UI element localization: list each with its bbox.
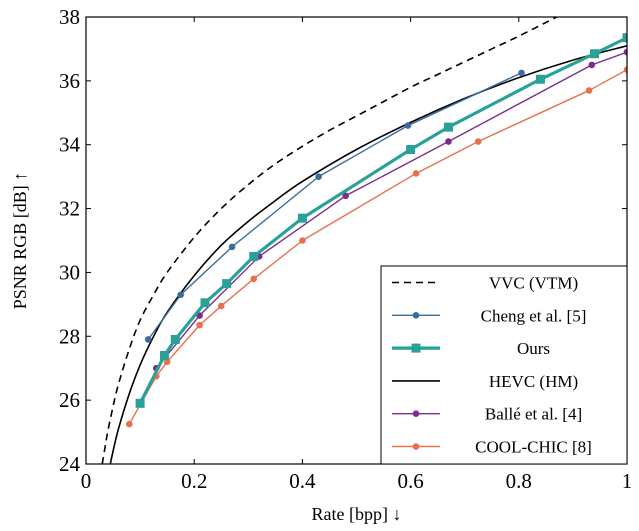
y-tick-label: 34 — [59, 133, 81, 157]
data-point — [200, 298, 210, 308]
data-point — [217, 302, 225, 310]
data-point — [196, 321, 203, 329]
data-point — [297, 213, 307, 223]
legend-item-cheng-et-al-5: Cheng et al. [5] — [392, 306, 586, 325]
data-point — [622, 33, 627, 43]
x-tick-label: 0.2 — [181, 469, 207, 493]
legend-item-hevc-hm: HEVC (HM) — [392, 372, 578, 391]
series-line-cheng-et-al-5 — [147, 72, 522, 340]
data-point — [170, 334, 180, 344]
ticks-layer: 0 0.2 0.4 0.6 0.8 1 24 26 28 30 32 34 36 38 — [59, 5, 632, 493]
series-cheng-et-al-5 — [144, 69, 525, 343]
legend-item-ours: Ours — [392, 339, 550, 358]
legend-label: COOL-CHIC [8] — [475, 438, 592, 457]
data-point — [474, 138, 482, 145]
legend-marker — [411, 343, 421, 353]
legend-marker — [412, 312, 420, 319]
data-point — [144, 336, 152, 343]
data-point — [163, 358, 171, 366]
legend-marker — [412, 443, 420, 450]
data-point — [249, 251, 259, 261]
series-line-vvc-vtm — [101, 17, 558, 464]
data-point — [585, 87, 593, 94]
data-point — [588, 61, 596, 69]
data-point — [315, 173, 322, 180]
data-point — [443, 122, 453, 132]
y-axis-label: PSNR RGB [dB] ↑ — [10, 172, 30, 310]
series-vvc-vtm — [101, 17, 558, 464]
legend-label: Ours — [517, 339, 550, 358]
series-layer — [101, 17, 627, 464]
x-tick-label: 0.4 — [289, 469, 316, 493]
data-point — [222, 279, 232, 289]
data-point — [590, 49, 600, 59]
data-point — [412, 170, 420, 177]
data-point — [159, 350, 169, 360]
legend-item-vvc-vtm: VVC (VTM) — [392, 274, 578, 293]
legend-items: VVC (VTM) Cheng et al. [5] Ours HEVC (HM) Ba… — [392, 274, 592, 457]
legend: VVC (VTM) Cheng et al. [5] Ours HEVC (HM) Ba… — [380, 265, 628, 465]
data-point — [445, 138, 452, 145]
legend-item-cool-chic-8: COOL-CHIC [8] — [392, 438, 592, 457]
data-point — [299, 237, 306, 244]
y-tick-label: 36 — [59, 69, 80, 93]
data-point — [125, 420, 133, 428]
legend-item-ball-et-al-4: Ballé et al. [4] — [392, 405, 582, 424]
legend-label: Cheng et al. [5] — [481, 306, 587, 325]
y-tick-label: 32 — [59, 197, 80, 221]
data-point — [177, 291, 184, 299]
y-tick-label: 26 — [59, 388, 80, 412]
legend-box — [380, 265, 628, 465]
x-tick-label: 1 — [622, 469, 633, 493]
data-point — [623, 66, 627, 73]
y-tick-label: 24 — [59, 452, 81, 476]
data-point — [518, 69, 525, 77]
y-tick-label: 38 — [59, 5, 80, 29]
data-point — [623, 48, 627, 56]
plot-frame — [85, 16, 628, 465]
x-axis-label: Rate [bpp] ↓ — [312, 504, 402, 524]
x-tick-label: 0.8 — [506, 469, 532, 493]
data-point — [135, 398, 145, 408]
y-tick-label: 28 — [59, 324, 80, 348]
data-point — [250, 275, 258, 283]
data-point — [342, 192, 349, 200]
legend-label: Ballé et al. [4] — [485, 405, 582, 424]
series-cool-chic-8 — [125, 66, 627, 428]
data-point — [228, 243, 236, 251]
y-tick-label: 30 — [59, 260, 80, 284]
series-ours — [135, 33, 627, 408]
legend-label: HEVC (HM) — [489, 372, 578, 391]
x-tick-label: 0.6 — [397, 469, 423, 493]
data-point — [535, 74, 545, 84]
legend-label: VVC (VTM) — [489, 274, 578, 293]
legend-marker — [412, 410, 420, 418]
data-point — [404, 122, 412, 129]
data-point — [406, 145, 416, 155]
x-tick-label: 0 — [81, 469, 92, 493]
